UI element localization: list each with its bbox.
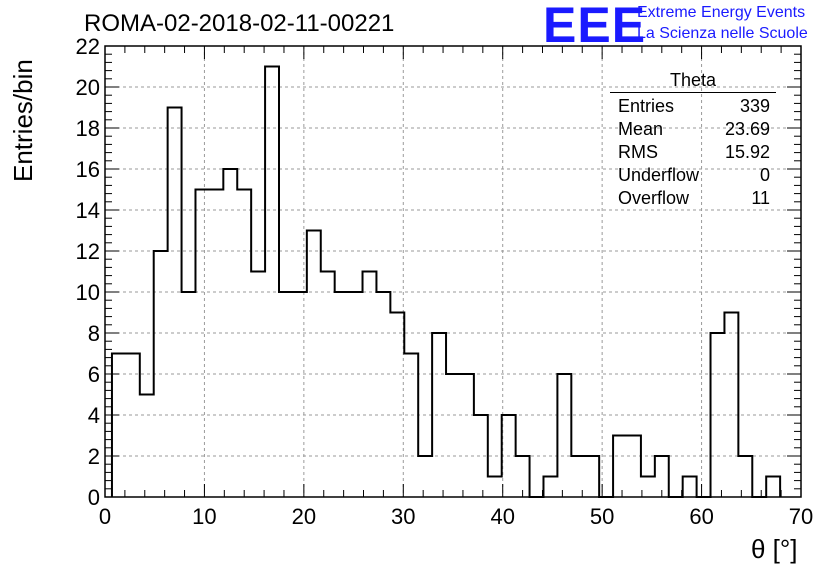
histogram-bin: [195, 190, 209, 498]
histogram-bin: [738, 456, 752, 497]
stats-row-mean: Mean 23.69: [610, 118, 776, 141]
stats-value: 23.69: [724, 119, 770, 139]
stats-label: RMS: [618, 142, 658, 162]
stats-value: 0: [759, 165, 770, 185]
y-tick-label: 0: [88, 485, 100, 510]
stats-label: Overflow: [618, 188, 690, 208]
histogram-bin: [335, 292, 349, 497]
stats-label: Underflow: [618, 165, 700, 185]
x-tick-label: 20: [292, 504, 316, 529]
histogram-bin: [627, 436, 641, 498]
histogram-bin: [307, 231, 321, 498]
histogram-bin: [376, 292, 390, 497]
x-tick-label: 60: [689, 504, 713, 529]
histogram-bin: [390, 313, 404, 498]
x-tick-label: 30: [391, 504, 415, 529]
y-tick-label: 6: [88, 362, 100, 387]
histogram-bin: [460, 374, 474, 497]
y-tick-label: 16: [76, 157, 100, 182]
histogram-bin: [404, 354, 418, 498]
y-tick-label: 4: [88, 403, 100, 428]
x-tick-label: 40: [490, 504, 514, 529]
histogram-bin: [766, 477, 780, 498]
stats-row-overflow: Overflow 11: [610, 187, 776, 210]
eee-logo-line2: La Scienza nelle Scuole: [637, 25, 808, 42]
histogram-bin: [349, 292, 363, 497]
stats-label: Entries: [618, 96, 675, 116]
histogram-bin: [613, 436, 627, 498]
histogram-bin: [182, 292, 196, 497]
x-axis-label: θ [°]: [751, 534, 798, 564]
histogram-bin: [140, 395, 154, 498]
stats-value: 11: [751, 188, 770, 208]
stats-row-rms: RMS 15.92: [610, 141, 776, 164]
histogram-bin: [265, 67, 279, 498]
histogram-bin: [418, 456, 432, 497]
x-tick-label: 50: [590, 504, 614, 529]
x-tick-label: 0: [99, 504, 111, 529]
histogram-bin: [543, 477, 557, 498]
histogram-bin: [724, 313, 738, 498]
x-tick-label: 70: [789, 504, 813, 529]
histogram-bin: [237, 190, 251, 498]
histogram-bin: [321, 272, 335, 498]
stats-title: Theta: [610, 70, 776, 93]
y-tick-label: 12: [76, 239, 100, 264]
stats-row-entries: Entries 339: [610, 95, 776, 118]
histogram-bin: [363, 272, 377, 498]
stats-box: Theta Entries 339 Mean 23.69 RMS 15.92 U…: [610, 70, 776, 210]
histogram-bin: [279, 292, 293, 497]
histogram-bin: [557, 374, 571, 497]
plot-frame: [104, 45, 802, 498]
histogram-bin: [641, 477, 655, 498]
stats-row-underflow: Underflow 0: [610, 164, 776, 187]
y-axis-label: Entries/bin: [8, 59, 38, 182]
stats-value: 15.92: [724, 142, 770, 162]
histogram-bin: [585, 456, 599, 497]
histogram-bin: [488, 477, 502, 498]
histogram-bin: [126, 354, 140, 498]
y-tick-label: 18: [76, 116, 100, 141]
y-tick-label: 14: [76, 198, 100, 223]
y-tick-label: 10: [76, 280, 100, 305]
histogram-bin: [112, 354, 126, 498]
y-tick-label: 2: [88, 444, 100, 469]
eee-logo-line1: Extreme Energy Events: [637, 4, 806, 21]
eee-logo: EEE: [543, 0, 647, 53]
histogram-bin: [168, 108, 182, 498]
histogram-bin: [209, 190, 223, 498]
stats-label: Mean: [618, 119, 664, 139]
histogram-bin: [683, 477, 697, 498]
y-tick-label: 8: [88, 321, 100, 346]
stats-value: 339: [739, 96, 770, 116]
histogram-bin: [571, 456, 585, 497]
histogram-bin: [293, 292, 307, 497]
y-tick-label: 22: [76, 34, 100, 59]
histogram-bin: [446, 374, 460, 497]
y-tick-label: 20: [76, 75, 100, 100]
x-tick-label: 10: [192, 504, 216, 529]
histogram-bin: [251, 272, 265, 498]
chart-title: ROMA-02-2018-02-11-00221: [84, 10, 395, 37]
